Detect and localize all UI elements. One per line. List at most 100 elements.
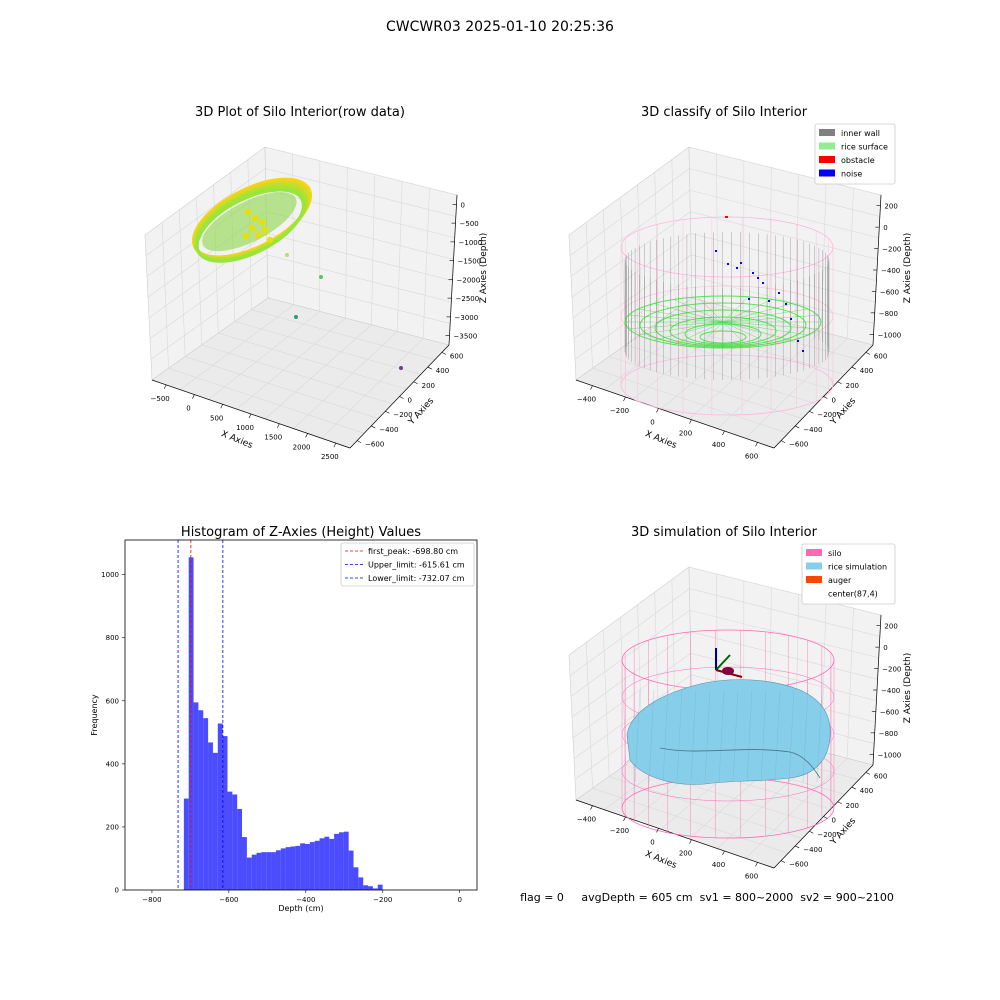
rice-simulation-mesh bbox=[802, 689, 809, 783]
y-tick-label: −200 bbox=[817, 831, 836, 839]
z-tick-label: −3500 bbox=[454, 333, 478, 341]
grid-line bbox=[572, 652, 877, 739]
raw-point bbox=[242, 232, 250, 240]
z-tick-label: −1000 bbox=[878, 331, 902, 339]
raw-point bbox=[285, 253, 289, 257]
histogram-bar bbox=[363, 885, 369, 890]
histogram-bar bbox=[256, 852, 262, 890]
legend-swatch bbox=[819, 156, 835, 163]
grid-line bbox=[321, 338, 424, 439]
legend-label: rice surface bbox=[841, 143, 888, 152]
y-tick bbox=[795, 845, 800, 849]
histogram-bar bbox=[242, 837, 247, 890]
x-axis-line bbox=[575, 379, 775, 449]
grid-line bbox=[251, 309, 435, 361]
noise-point bbox=[752, 272, 754, 274]
grid-line bbox=[264, 324, 372, 420]
grid-line bbox=[570, 609, 879, 697]
legend-swatch bbox=[819, 142, 835, 150]
grid-line bbox=[846, 608, 854, 759]
grid-line bbox=[769, 167, 772, 319]
noise-point bbox=[736, 267, 738, 269]
x-tick bbox=[590, 385, 593, 390]
figure-suptitle: CWCWR03 2025-01-10 20:25:36 bbox=[386, 19, 614, 35]
grid-line bbox=[573, 254, 876, 339]
x-tick bbox=[623, 396, 626, 402]
legend-label: auger bbox=[828, 576, 852, 585]
x-tick bbox=[277, 423, 280, 428]
legend-label: Lower_limit: -732.07 cm bbox=[368, 574, 465, 583]
subplot-simulation-3d-title: 3D simulation of Silo Interior bbox=[631, 525, 818, 540]
x-tick-label: 200 bbox=[679, 850, 692, 858]
y-tick-label: 600 bbox=[450, 352, 463, 360]
grid-line bbox=[218, 332, 407, 390]
histogram-bar bbox=[280, 848, 286, 890]
histogram-bar bbox=[285, 847, 291, 890]
y-tick bbox=[399, 396, 404, 399]
y-tick-label: −200 bbox=[817, 411, 836, 419]
rice-simulation-fold bbox=[659, 747, 821, 779]
y-tick bbox=[837, 381, 842, 385]
histogram-ylabel: Frequency bbox=[90, 694, 99, 736]
noise-point bbox=[762, 282, 764, 284]
histogram-bar bbox=[290, 846, 296, 890]
x-tick-label: −400 bbox=[296, 896, 315, 904]
histogram-bar bbox=[300, 843, 306, 890]
noise-point bbox=[748, 298, 750, 300]
grid-line bbox=[846, 188, 854, 339]
x-tick bbox=[689, 839, 692, 844]
subplot-classify-3d: 3D classify of Silo Interior −400 −200 0 20… bbox=[568, 105, 913, 460]
y-tick bbox=[823, 396, 828, 399]
rice-surface-point bbox=[722, 303, 793, 323]
legend-label: inner wall bbox=[841, 129, 880, 138]
grid-line bbox=[178, 209, 186, 357]
z-tick-label: 200 bbox=[884, 623, 897, 631]
y-tick-label: −400 bbox=[379, 426, 398, 434]
grid-line bbox=[632, 311, 744, 400]
raw-point bbox=[248, 224, 256, 232]
y-tick bbox=[795, 425, 800, 429]
x-tick bbox=[722, 430, 725, 436]
y-tick bbox=[780, 860, 786, 863]
noise-point bbox=[778, 292, 780, 294]
p2-legend: inner wall rice surface obstacle noise bbox=[814, 123, 896, 185]
z-tick-label: −800 bbox=[879, 310, 898, 318]
grid-line bbox=[795, 174, 800, 325]
raw-point bbox=[266, 236, 274, 244]
x-tick bbox=[163, 384, 167, 389]
x-tick-label: 500 bbox=[210, 414, 223, 422]
p1-xlabel: X Axies bbox=[219, 429, 254, 451]
noise-point bbox=[790, 318, 792, 320]
legend-label: silo bbox=[828, 549, 842, 558]
noise-point bbox=[715, 250, 717, 252]
histogram-bar bbox=[377, 884, 383, 890]
y-tick-label: 600 bbox=[874, 352, 887, 360]
x-tick bbox=[689, 419, 692, 424]
x-tick-label: 0 bbox=[457, 896, 461, 904]
rice-surface-point bbox=[722, 321, 793, 341]
x-tick-label: −400 bbox=[577, 816, 596, 824]
z-tick-label: −500 bbox=[460, 220, 479, 228]
noise-point bbox=[802, 350, 804, 352]
raw-point bbox=[319, 275, 323, 279]
x-tick bbox=[305, 433, 308, 438]
p2-zlabel: Z Axies (Depth) bbox=[903, 233, 913, 304]
rice-surface-point bbox=[722, 299, 773, 323]
rice-surface-point bbox=[722, 308, 808, 323]
histogram-bar bbox=[334, 833, 339, 890]
histogram-bar bbox=[203, 718, 209, 890]
legend-frame bbox=[801, 543, 896, 605]
grid-line bbox=[654, 172, 660, 322]
rice-simulation-mesh bbox=[662, 689, 669, 783]
x-tick-label: −200 bbox=[610, 827, 629, 835]
z-tick-label: −600 bbox=[880, 708, 899, 716]
x-tick-label: −800 bbox=[142, 896, 161, 904]
histogram-bar bbox=[314, 840, 320, 890]
rice-surface-point bbox=[628, 321, 724, 329]
grid-line bbox=[149, 254, 452, 339]
raw-point bbox=[399, 366, 403, 370]
y-tick-label: 200 bbox=[846, 802, 859, 810]
z-tick-label: 0 bbox=[883, 224, 887, 232]
p2-xlabel: X Axies bbox=[643, 429, 678, 451]
histogram-bar bbox=[295, 845, 301, 890]
